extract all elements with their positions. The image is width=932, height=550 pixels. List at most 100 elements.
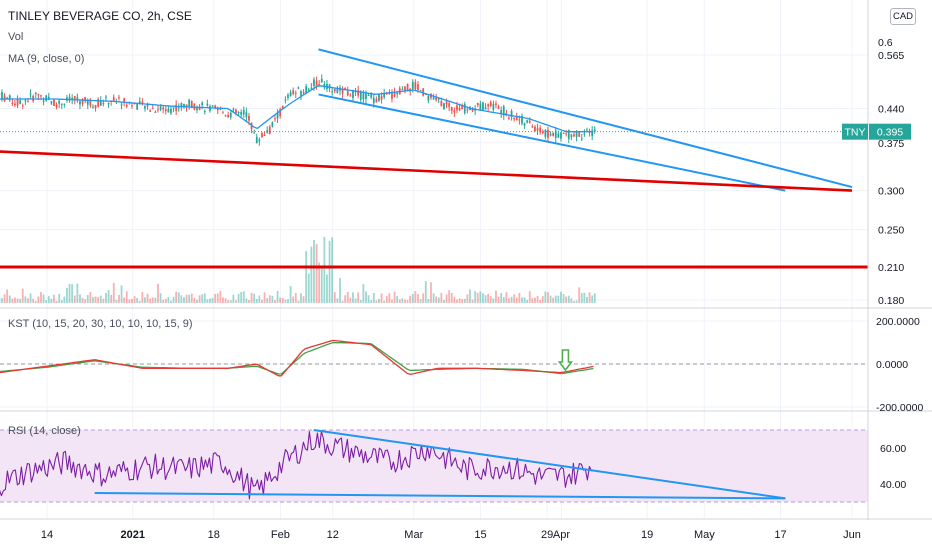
trendlines[interactable] [0, 48, 868, 500]
volume-bar [157, 283, 159, 303]
candle [583, 133, 586, 135]
candle [120, 104, 123, 106]
volume-bar [159, 293, 162, 303]
candle [73, 96, 76, 100]
candle [344, 87, 347, 91]
candle [458, 107, 461, 111]
candle [198, 106, 201, 111]
volume-bar [89, 292, 92, 303]
candle [463, 104, 466, 113]
candle [307, 89, 310, 91]
volume-bar [521, 297, 523, 303]
volume-bar [206, 299, 209, 303]
candle [448, 103, 451, 107]
x-tick-label: 2021 [120, 529, 144, 541]
candle [513, 117, 516, 120]
volume-bar [120, 285, 123, 303]
volume-bar [424, 281, 427, 303]
currency-button[interactable]: CAD [890, 8, 916, 25]
candle [276, 112, 279, 119]
x-tick-label: 18 [208, 529, 220, 541]
candle [248, 115, 250, 121]
volume-bar [141, 291, 144, 303]
volume-bar [258, 295, 261, 303]
volume-bar [482, 293, 484, 303]
candle [578, 132, 581, 137]
candle [349, 95, 352, 97]
volume-bar [367, 295, 370, 303]
candle [86, 99, 89, 105]
volume-bar [357, 292, 360, 303]
channel-lower [318, 93, 786, 192]
ma-legend[interactable]: MA (9, close, 0) [8, 53, 85, 65]
candle [396, 92, 399, 95]
candle [359, 91, 362, 100]
symbol-title[interactable]: TINLEY BEVERAGE CO, 2h, CSE [8, 9, 192, 23]
candle [365, 93, 367, 99]
volume-bar [196, 299, 198, 303]
volume-bar [570, 298, 573, 303]
volume-bar [370, 300, 373, 303]
candle [6, 97, 9, 99]
candle [131, 105, 133, 107]
candle [391, 92, 393, 99]
volume-bar [21, 288, 24, 303]
candle [11, 102, 14, 104]
candle [565, 133, 568, 135]
x-tick-label: 12 [327, 529, 339, 541]
volume-bar [528, 291, 531, 303]
volume-bar [68, 283, 71, 303]
candle [492, 103, 495, 110]
volume-bar [375, 300, 378, 303]
candle [487, 104, 490, 107]
volume-bar [211, 297, 214, 303]
volume-bar [149, 298, 152, 303]
volume-bar [125, 291, 128, 303]
volume-bar [138, 300, 141, 303]
candle [164, 109, 167, 112]
candle [300, 91, 302, 96]
candle [214, 105, 217, 108]
volume-legend[interactable]: Vol [8, 31, 24, 43]
volume-bar [575, 300, 578, 303]
candle [370, 94, 373, 98]
volume-bar [588, 292, 591, 303]
tick-labels: 0.60.565 0.440 0.375 0.300 0.250 0.210 0.180 20… [41, 37, 924, 541]
candle [237, 112, 240, 114]
volume-bar [71, 284, 74, 303]
volume-bar [216, 293, 219, 303]
candle [406, 83, 409, 91]
volume-bar [443, 299, 445, 303]
volume-bar [1, 298, 3, 303]
volume-bar [245, 298, 248, 303]
volume-bar [136, 297, 139, 303]
candle [541, 131, 544, 134]
candle [92, 106, 94, 108]
candle [461, 105, 464, 110]
candle [557, 133, 560, 138]
candle [183, 104, 185, 107]
volume-bar [170, 300, 172, 303]
volume-bar [349, 297, 352, 303]
volume-bar [214, 293, 217, 303]
volume-bar [591, 295, 594, 303]
rsi-legend[interactable]: RSI (14, close) [8, 425, 81, 437]
volume-bar [222, 297, 224, 303]
volume-bar [393, 291, 396, 303]
candle [323, 84, 326, 88]
x-tick-label: 19 [641, 529, 653, 541]
candle [466, 109, 469, 111]
candle [346, 91, 349, 96]
candle [383, 93, 386, 98]
volume-bar [476, 292, 479, 303]
kst-legend[interactable]: KST (10, 15, 20, 30, 10, 10, 10, 15, 9) [8, 318, 193, 330]
candle [375, 99, 378, 103]
x-tick-label: 17 [774, 529, 786, 541]
volume-bar [341, 300, 344, 303]
candle [261, 133, 263, 138]
candle [245, 112, 248, 118]
volume-bar [580, 293, 583, 303]
volume-bar [583, 292, 586, 303]
volume-bar [315, 244, 318, 303]
